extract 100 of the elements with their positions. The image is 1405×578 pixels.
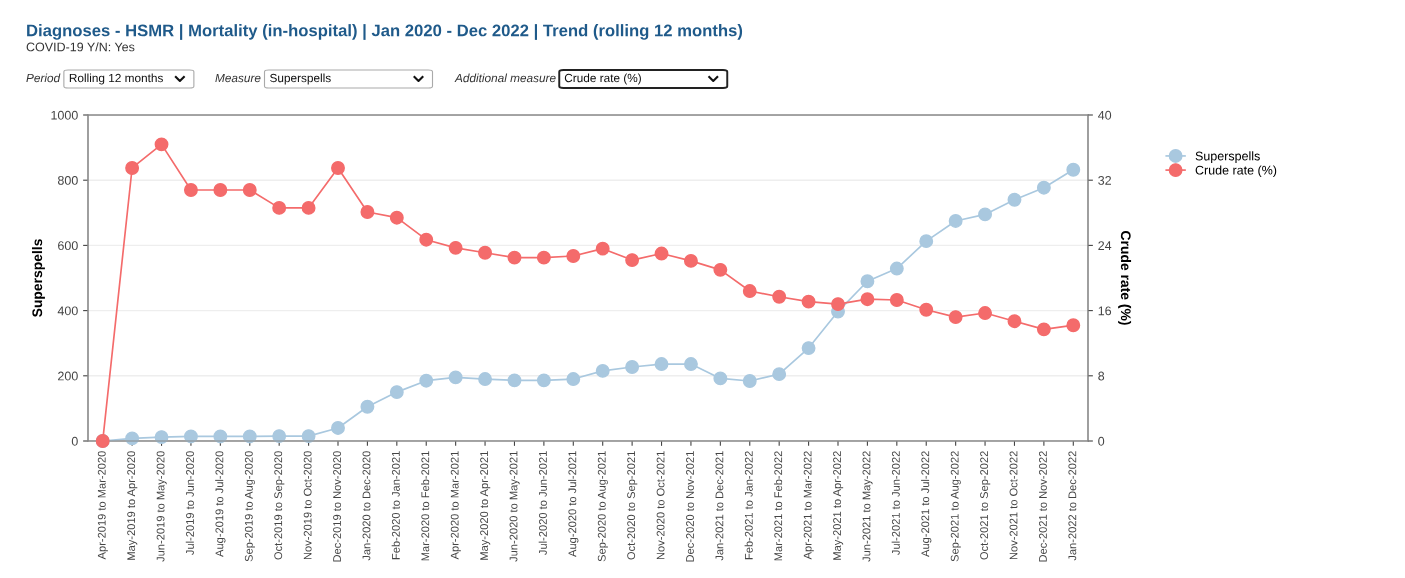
point <box>360 205 375 219</box>
point <box>625 253 640 268</box>
x-tick-label: Dec-2021 to Nov-2022 <box>1039 451 1047 562</box>
point <box>478 372 493 387</box>
x-tick-label: Nov-2020 to Oct-2021 <box>656 451 665 560</box>
point <box>331 161 345 175</box>
point <box>595 363 610 378</box>
point <box>1036 322 1051 337</box>
x-tick-label: May-2019 to Apr-2020 <box>127 451 138 560</box>
point <box>889 293 904 307</box>
x-tick-label: Jan-2021 to Dec-2021 <box>715 451 724 561</box>
point <box>360 399 375 414</box>
point <box>831 297 845 312</box>
y-tick-label: 600 <box>58 241 78 251</box>
x-tick-label: Oct-2020 to Sep-2021 <box>627 451 638 560</box>
x-tick-label: Feb-2020 to Jan-2021 <box>391 451 400 560</box>
point <box>860 292 875 307</box>
x-tick-label: Oct-2019 to Sep-2020 <box>274 451 285 560</box>
x-tick-label: Jun-2020 to May-2021 <box>509 451 520 562</box>
x-tick-label: Apr-2020 to Mar-2021 <box>450 451 461 560</box>
point <box>536 250 551 265</box>
text: Period <box>26 73 61 83</box>
point <box>301 200 316 215</box>
text: Measure <box>215 73 261 83</box>
point <box>419 232 434 247</box>
x-tick-label: Mar-2021 to Feb-2022 <box>774 451 783 561</box>
point <box>772 289 787 304</box>
point <box>1007 314 1022 329</box>
point <box>1066 318 1081 333</box>
x-tick-label: Aug-2021 to Jul-2022 <box>921 451 932 557</box>
text: Superspells <box>270 73 331 85</box>
y-tick-label: 400 <box>57 306 78 316</box>
point <box>507 373 522 388</box>
point <box>801 341 816 356</box>
point <box>125 161 140 175</box>
point <box>654 246 669 261</box>
text: COVID-19 Y/N: Yes <box>26 42 135 52</box>
point <box>1066 162 1081 177</box>
x-tick-label: Aug-2020 to Jul-2021 <box>568 451 579 557</box>
x-tick-label: Apr-2021 to Mar-2022 <box>803 451 814 560</box>
y2-tick-label: 0 <box>1098 436 1105 446</box>
point <box>448 240 463 255</box>
x-tick-label: Nov-2019 to Oct-2020 <box>303 451 312 560</box>
x-tick-label: Jan-2022 to Dec-2022 <box>1068 451 1077 561</box>
x-tick-label: Jul-2019 to Jun-2020 <box>185 451 194 555</box>
point <box>566 249 581 263</box>
point <box>713 262 728 277</box>
y2-tick-label: 16 <box>1098 306 1112 316</box>
y-tick-label: 0 <box>71 436 78 446</box>
x-tick-label: Feb-2021 to Jan-2022 <box>744 451 753 560</box>
x-tick-label: May-2021 to Apr-2022 <box>833 451 844 560</box>
point <box>948 310 963 325</box>
x-tick-label: Jan-2020 to Dec-2020 <box>362 451 371 561</box>
point <box>213 183 228 197</box>
x-tick-label: Apr-2019 to Mar-2020 <box>97 451 108 560</box>
point <box>419 373 434 388</box>
point <box>713 371 728 386</box>
x-tick-label: Sep-2019 to Aug-2020 <box>244 451 255 562</box>
text: Crude rate (%) <box>564 73 641 85</box>
point <box>978 306 993 320</box>
x-tick-label: Jun-2021 to May-2022 <box>862 451 873 562</box>
point <box>860 274 875 289</box>
point <box>272 200 287 215</box>
y2-tick-label: 8 <box>1098 371 1105 381</box>
x-tick-label: Dec-2019 to Nov-2020 <box>333 451 341 562</box>
point <box>183 183 198 197</box>
text: Additional measure <box>454 73 556 83</box>
x-tick-label: Sep-2021 to Aug-2022 <box>950 451 961 562</box>
point <box>331 421 345 435</box>
y-tick-label: 1000 <box>51 110 78 120</box>
point <box>1036 180 1051 195</box>
y-axis-title: Superspells <box>31 239 45 317</box>
point <box>978 207 993 222</box>
point <box>536 373 551 388</box>
chart-title: Diagnoses - HSMR | Mortality (in-hospital) | Jan 2020 - Dec 2022 | Trend (rolling 12 months) <box>27 24 743 40</box>
point <box>507 250 522 265</box>
point <box>448 370 463 385</box>
x-tick-label: Sep-2020 to Aug-2021 <box>597 451 608 562</box>
point <box>654 357 669 372</box>
point <box>919 302 934 317</box>
x-tick-label: Jul-2020 to Jun-2021 <box>538 451 547 555</box>
y-tick-label: 800 <box>57 176 78 185</box>
point <box>566 372 581 387</box>
point <box>742 374 757 388</box>
x-tick-label: Oct-2021 to Sep-2022 <box>980 451 991 560</box>
x-tick-label: Mar-2020 to Feb-2021 <box>421 451 430 561</box>
point <box>683 357 698 372</box>
point <box>1007 192 1022 207</box>
point <box>948 214 963 228</box>
point <box>742 284 757 298</box>
y2-tick-label: 40 <box>1098 110 1112 120</box>
point <box>478 245 493 260</box>
point <box>595 241 610 256</box>
x-tick-label: May-2020 to Apr-2021 <box>480 451 491 560</box>
x-tick-label: Dec-2020 to Nov-2021 <box>686 451 694 562</box>
point <box>683 253 698 268</box>
y2-axis-title: Crude rate (%) <box>1118 231 1132 325</box>
text: Rolling 12 months <box>69 73 163 85</box>
legend-label: Superspells <box>1195 151 1260 163</box>
legend-label: Crude rate (%) <box>1195 165 1277 178</box>
